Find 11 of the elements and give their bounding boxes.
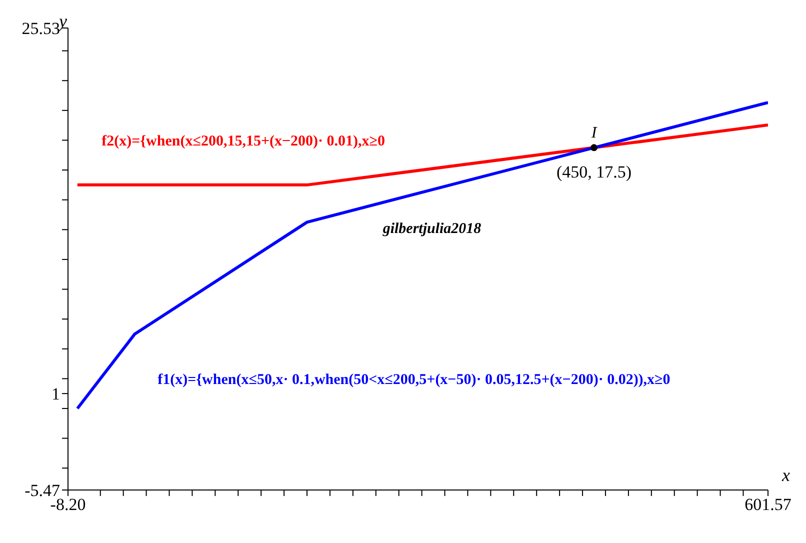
text: f1(x)={when(x≤50,x· 0.1,when(50<x≤200,5+(x−50)· 0.05,12.5+(x−200)· 0.02)),x≥0 bbox=[158, 372, 670, 388]
annotation: (450, 17.5) bbox=[556, 162, 632, 182]
x-tick-label: -8.20 bbox=[50, 495, 86, 514]
x-tick-label: 601.57 bbox=[744, 495, 792, 514]
y-tick-label: 25.53 bbox=[22, 19, 60, 38]
series-label: f2(x)={when(x≤200,15,15+(x−200)· 0.01),x≥0 bbox=[102, 133, 386, 150]
line-series bbox=[76, 101, 768, 410]
annotation: I bbox=[590, 124, 598, 142]
x-axis-title: x bbox=[781, 464, 790, 485]
annotation: gilbertjulia2018 bbox=[382, 221, 482, 238]
y-tick-label: 1 bbox=[52, 384, 60, 404]
